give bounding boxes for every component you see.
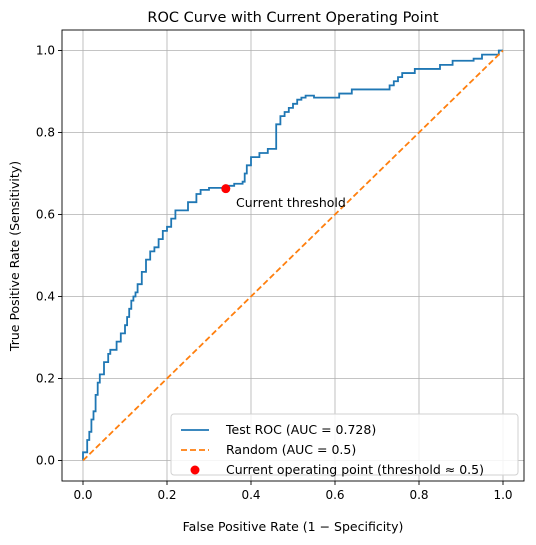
x-tick-label-2: 0.4: [241, 488, 260, 502]
x-tick-label-4: 0.8: [409, 488, 428, 502]
series-line-0: [82, 49, 503, 461]
plot-frame: [61, 29, 525, 482]
x-tick-label-0: 0.0: [73, 488, 92, 502]
y-tick-label-4: 0.8: [36, 126, 55, 140]
annotations: Current threshold: [236, 195, 346, 210]
axis-ticks: 0.0 0.2 0.4 0.6 0.8 1.0 0.0 0.2 0.4 0.6 0.8 1.0: [36, 44, 513, 503]
grid-lines: [62, 30, 524, 481]
y-tick-label-5: 1.0: [36, 44, 55, 58]
legend-label-random: Random (AUC = 0.5): [226, 442, 356, 457]
legend-label-test-roc: Test ROC (AUC = 0.728): [225, 422, 376, 437]
legend: Test ROC (AUC = 0.728) Random (AUC = 0.5…: [170, 413, 519, 477]
legend-marker-operating-point: [190, 465, 200, 475]
y-tick-label-3: 0.6: [36, 208, 55, 222]
y-axis-label: True Positive Rate (Sensitivity): [7, 161, 22, 352]
plot-area: [82, 49, 504, 462]
series-line-1: [82, 49, 504, 462]
x-tick-label-5: 1.0: [493, 488, 512, 502]
legend-label-operating-point: Current operating point (threshold ≈ 0.5…: [226, 462, 484, 477]
x-axis-label: False Positive Rate (1 − Specificity): [183, 519, 404, 534]
legend-box: [170, 413, 519, 476]
x-tick-label-3: 0.6: [325, 488, 344, 502]
operating-point-marker-0: [221, 184, 231, 194]
current-threshold-annotation: Current threshold: [236, 195, 346, 210]
y-tick-label-2: 0.4: [36, 290, 55, 304]
y-tick-label-1: 0.2: [36, 372, 55, 386]
x-tick-label-1: 0.2: [157, 488, 176, 502]
chart-title: ROC Curve with Current Operating Point: [147, 10, 438, 26]
y-tick-label-0: 0.0: [36, 454, 55, 468]
